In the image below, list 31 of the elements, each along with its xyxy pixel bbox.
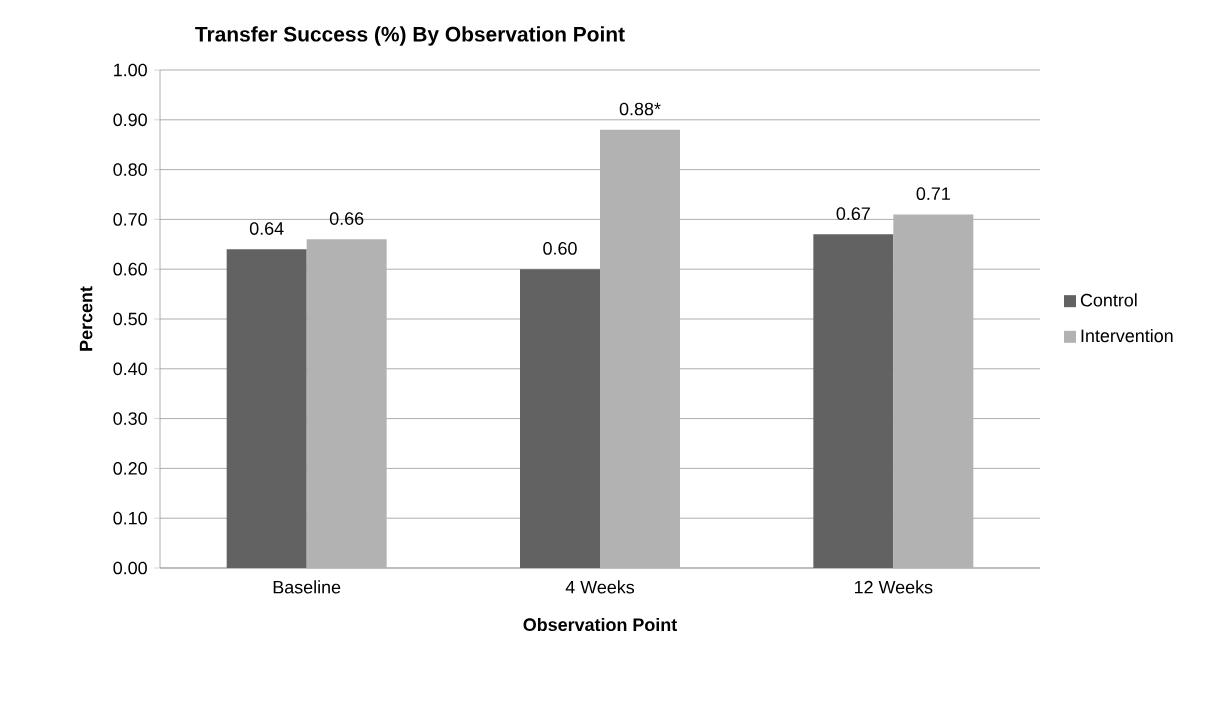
data-label: 0.88*	[619, 102, 661, 116]
y-tick-label: 0.60	[113, 262, 147, 276]
y-tick-label: 0.70	[113, 213, 147, 226]
x-tick-label: 12 Weeks	[855, 580, 933, 594]
legend-label: Control	[1080, 293, 1137, 307]
chart-title: Transfer Success (%) By Observation Point	[195, 26, 625, 46]
x-axis-title: Observation Point	[523, 617, 677, 632]
bar	[520, 269, 600, 568]
y-tick-label: 0.90	[113, 113, 147, 127]
bar	[600, 129, 681, 568]
bar	[306, 239, 387, 568]
y-tick-label: 0.20	[113, 462, 147, 475]
data-label: 0.64	[249, 222, 284, 235]
bar	[893, 214, 974, 568]
y-tick-label: 0.50	[113, 312, 147, 326]
bar	[813, 234, 894, 568]
data-label: 0.66	[329, 212, 364, 225]
data-label: 0.60	[543, 242, 577, 255]
data-label: 0.71	[916, 187, 950, 201]
y-tick-label: 0.40	[113, 362, 147, 376]
y-tick-label: 0.00	[113, 561, 147, 575]
y-tick-label: 0.80	[113, 163, 147, 176]
y-tick-label: 0.10	[113, 511, 147, 525]
y-tick-label: 0.30	[113, 412, 147, 425]
data-label: 0.67	[836, 207, 870, 220]
legend-label: Intervention	[1081, 328, 1173, 343]
x-tick-label: Baseline	[273, 580, 341, 594]
y-axis-title: Percent	[79, 286, 93, 351]
x-tick-label: 4 Weeks	[565, 580, 635, 594]
bar	[226, 249, 307, 568]
y-tick-label: 1.00	[114, 63, 147, 77]
